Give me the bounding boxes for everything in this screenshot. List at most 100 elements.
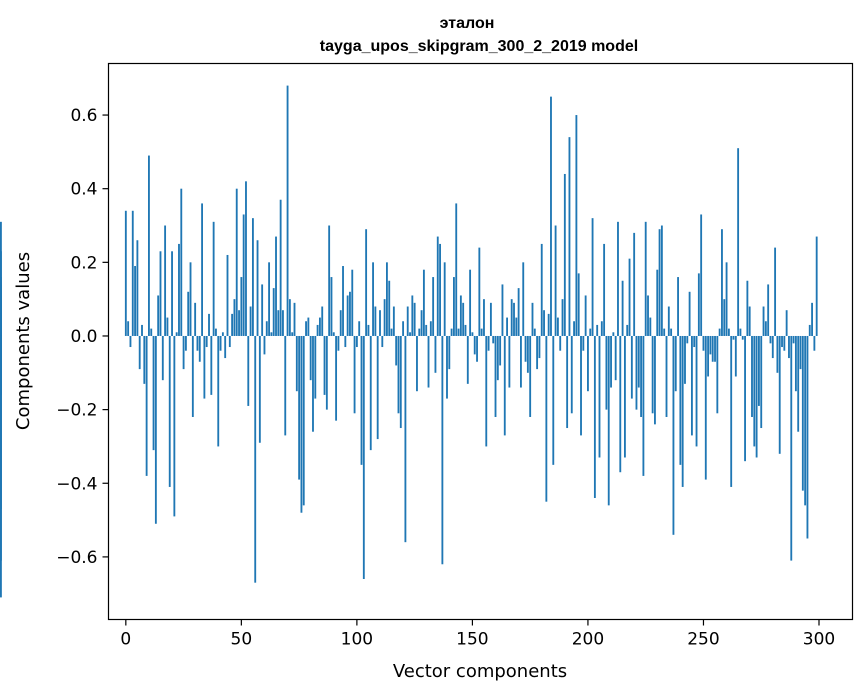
bar-142 xyxy=(453,277,455,336)
bar-63 xyxy=(270,332,273,336)
bar-279 xyxy=(769,335,772,344)
bar-265 xyxy=(737,148,740,336)
bar-139 xyxy=(446,335,448,399)
bar-99 xyxy=(353,335,356,414)
bar-60 xyxy=(263,335,266,355)
bar-128 xyxy=(420,310,423,336)
bar-224 xyxy=(642,335,645,476)
bar-258 xyxy=(721,229,723,336)
bar-76 xyxy=(300,335,303,513)
bar-30 xyxy=(194,302,197,336)
bar-106 xyxy=(369,335,372,451)
bar-271 xyxy=(751,335,753,417)
bar-241 xyxy=(681,335,684,487)
bar-199 xyxy=(584,295,587,336)
bar-86 xyxy=(323,335,326,395)
bar-120 xyxy=(402,321,405,336)
bar-233 xyxy=(663,328,666,336)
bar-226 xyxy=(647,295,649,336)
bar-227 xyxy=(649,317,652,336)
bar-73 xyxy=(293,302,296,336)
bar-195 xyxy=(575,115,578,336)
bar-263 xyxy=(732,335,735,340)
bar-49 xyxy=(238,310,240,336)
bar-5 xyxy=(136,240,139,336)
bar-70 xyxy=(286,85,289,336)
bar-180 xyxy=(540,243,543,336)
bar-290 xyxy=(794,335,797,392)
bar-80 xyxy=(309,335,312,381)
bar-220 xyxy=(633,232,636,336)
bar-154 xyxy=(480,328,483,336)
bar-276 xyxy=(762,306,765,336)
bar-202 xyxy=(591,218,594,336)
bar-225 xyxy=(644,221,647,336)
bar-184 xyxy=(550,96,552,336)
bar-81 xyxy=(312,335,314,432)
bar-200 xyxy=(587,335,589,392)
bar-173 xyxy=(524,335,527,362)
bar-288 xyxy=(790,335,793,561)
bar-33 xyxy=(201,203,203,336)
bar-299 xyxy=(815,236,818,336)
bar-205 xyxy=(598,335,601,458)
bar-155 xyxy=(483,299,485,336)
bar-286 xyxy=(785,310,788,336)
bar-34 xyxy=(203,335,206,399)
bar-298 xyxy=(813,335,816,351)
bar-253 xyxy=(709,335,712,355)
bar-57 xyxy=(256,240,259,336)
bar-157 xyxy=(487,335,490,351)
bar-46 xyxy=(231,313,234,336)
bar-198 xyxy=(582,335,585,351)
bar-2 xyxy=(129,335,132,348)
bar-165 xyxy=(506,317,508,336)
bar-259 xyxy=(723,299,726,336)
bar-10 xyxy=(148,155,150,336)
bar-31 xyxy=(196,335,199,351)
bar-83 xyxy=(316,324,319,336)
bar-269 xyxy=(746,280,749,336)
bar-266 xyxy=(739,328,742,336)
bar-37 xyxy=(210,335,213,395)
bar-undefined xyxy=(0,313,2,336)
bar-28 xyxy=(189,262,192,336)
bar-84 xyxy=(318,317,321,336)
bar-223 xyxy=(640,335,643,417)
bar-7 xyxy=(141,324,143,336)
bar-149 xyxy=(469,269,472,336)
bar-191 xyxy=(566,335,569,429)
bar-11 xyxy=(150,328,153,336)
bar-177 xyxy=(533,328,536,336)
bar-291 xyxy=(797,335,800,432)
bar-246 xyxy=(693,335,696,348)
bar-111 xyxy=(381,335,384,348)
bar-134 xyxy=(434,335,437,373)
bar-295 xyxy=(806,335,809,539)
bar-164 xyxy=(503,335,506,436)
bar-197 xyxy=(580,335,582,436)
bar-248 xyxy=(697,273,700,336)
x-tick-label: 200 xyxy=(572,630,604,650)
bar-182 xyxy=(545,335,548,502)
bar-272 xyxy=(753,335,756,447)
bar-211 xyxy=(612,332,615,336)
y-tick-label: 0.6 xyxy=(70,106,97,126)
bar-236 xyxy=(670,328,673,336)
x-tick-label: 100 xyxy=(341,630,373,650)
bar-29 xyxy=(191,335,194,417)
bar-0 xyxy=(124,210,127,336)
bar-294 xyxy=(804,335,807,506)
bar-168 xyxy=(513,302,515,336)
bar-243 xyxy=(686,335,689,344)
bar-201 xyxy=(589,328,592,336)
bar-59 xyxy=(261,284,264,336)
bar-112 xyxy=(383,299,386,336)
bar-244 xyxy=(688,291,691,336)
bar-166 xyxy=(508,335,511,388)
bar-138 xyxy=(443,262,446,336)
bar-56 xyxy=(254,335,257,583)
bar-27 xyxy=(187,291,190,336)
bar-109 xyxy=(376,335,379,440)
